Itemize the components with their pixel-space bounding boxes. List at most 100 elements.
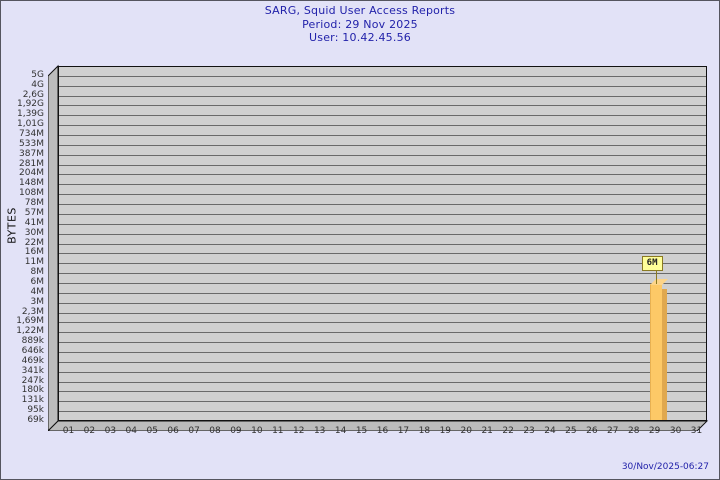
gridline [59,125,706,127]
plot-grid: 6M [58,66,707,421]
x-axis-tick-label: 24 [544,426,556,436]
bar-29[interactable] [649,278,668,420]
y-axis-tick-label: 2,6G [22,89,44,100]
y-axis-tick-label: 180k [21,385,44,396]
y-axis-tick-label: 1,22M [16,326,44,337]
gridline [59,184,706,186]
y-axis-tick-label: 41M [24,217,44,228]
x-axis-tick-label: 22 [502,426,514,436]
gridline [59,115,706,117]
x-axis-tick-label: 10 [251,426,263,436]
gridline [59,302,706,304]
bar-top-face [649,278,668,285]
y-axis-tick-label: 108M [19,188,44,199]
y-axis-tick-label: 131k [21,395,44,406]
y-axis-tick-label: 1,69M [16,316,44,327]
gridline [59,391,706,393]
y-axis-tick-label: 533M [19,138,44,149]
gridline [59,253,706,255]
x-axis-tick-label: 01 [62,426,75,436]
gridline [59,233,706,235]
x-axis-tick-label: 18 [418,426,431,436]
gridline [59,381,706,383]
gridline [59,174,706,176]
gridline [59,204,706,206]
y-axis-tick-label: 2,3M [21,306,44,317]
x-axis-tick-label: 05 [146,426,158,436]
x-axis-tick-label: 09 [230,426,242,436]
x-axis-tick-label: 28 [627,426,640,436]
y-axis-tick-label: 78M [24,198,44,209]
gridline [59,273,706,275]
y-axis-tick-label: 6M [30,276,45,287]
x-axis-tick-label: 14 [334,426,347,436]
report-user: User: 10.42.45.56 [309,31,411,44]
gridline [59,223,706,225]
gridline [59,292,706,294]
y-axis-tick-label: 281M [19,158,44,169]
bar-side-face [660,288,667,420]
y-axis-tick-label: 341k [21,365,44,376]
gridline [59,144,706,146]
y-axis-tick-labels: 5G 4G 2,6G 1,92G 1,39G 1,01G 734M 533M 387M 281M 2… [1,56,46,431]
y-axis-tick-label: 8M [30,267,45,278]
gridline [59,154,706,156]
gridline [59,263,706,265]
x-axis-tick-label: 31 [690,426,703,436]
chart-title-block: SARG, Squid User Access Reports Period: … [1,4,719,45]
x-axis-tick-label: 20 [460,426,472,436]
x-axis-tick-label: 23 [523,426,535,436]
x-axis-tick-label: 26 [586,426,598,436]
y-axis-tick-label: 148M [19,178,44,189]
x-axis-tick-label: 29 [648,426,661,436]
x-axis-tick-label: 11 [272,426,284,436]
gridline [59,282,706,284]
x-axis-tick-label: 02 [83,426,96,436]
gridline [59,411,706,413]
y-axis-tick-label: 1,01G [16,119,44,130]
gridline [59,194,706,196]
gridline [59,312,706,314]
gridline [59,342,706,344]
y-axis-tick-label: 3M [30,296,45,307]
bar-value-label: 6M [641,255,663,271]
gridline [59,401,706,403]
gridline [59,361,706,363]
footer-timestamp: 30/Nov/2025-06:27 [621,462,709,472]
x-axis-tick-label: 13 [313,426,326,436]
page-title: SARG, Squid User Access Reports [264,4,456,17]
x-axis-tick-label: 16 [376,426,389,436]
y-axis-tick-label: 30M [24,227,44,238]
x-axis-tick-label: 06 [167,426,179,436]
y-axis-tick-label: 1,92G [16,99,44,110]
y-axis-tick-label: 4G [31,79,44,90]
x-axis-tick-label: 25 [565,426,577,436]
gridline [59,75,706,77]
y-axis-tick-label: 57M [24,207,44,218]
y-axis-tick-label: 5G [31,69,44,80]
gridline [59,322,706,324]
plot-area: 6M [48,56,709,431]
report-period: Period: 29 Nov 2025 [302,17,418,31]
y-axis-tick-label: 11M [24,257,44,268]
y-axis-tick-label: 646k [21,345,44,356]
gridline [59,135,706,137]
y-axis-tick-label: 247k [21,375,44,386]
gridline [59,351,706,353]
gridline [59,213,706,215]
x-axis-tick-label: 21 [481,426,493,436]
y-axis-tick-label: 4M [30,286,45,297]
x-axis-tick-label: 08 [209,426,221,436]
plot-3d-frame [48,64,709,431]
gridline [59,332,706,334]
y-axis-tick-label: 95k [27,405,44,416]
y-axis-tick-label: 16M [24,247,44,258]
bar-front-face [649,283,662,420]
x-axis-tick-label: 12 [293,426,305,436]
x-axis-tick-labels: 01 02 03 04 05 06 07 08 09 10 11 12 13 14 15 16 17 18 19 20… [58,426,709,440]
gridline [59,105,706,107]
x-axis-tick-label: 15 [355,426,368,436]
y-axis-tick-label: 204M [19,168,44,179]
gridline [59,95,706,97]
x-axis-tick-label: 04 [125,426,137,436]
